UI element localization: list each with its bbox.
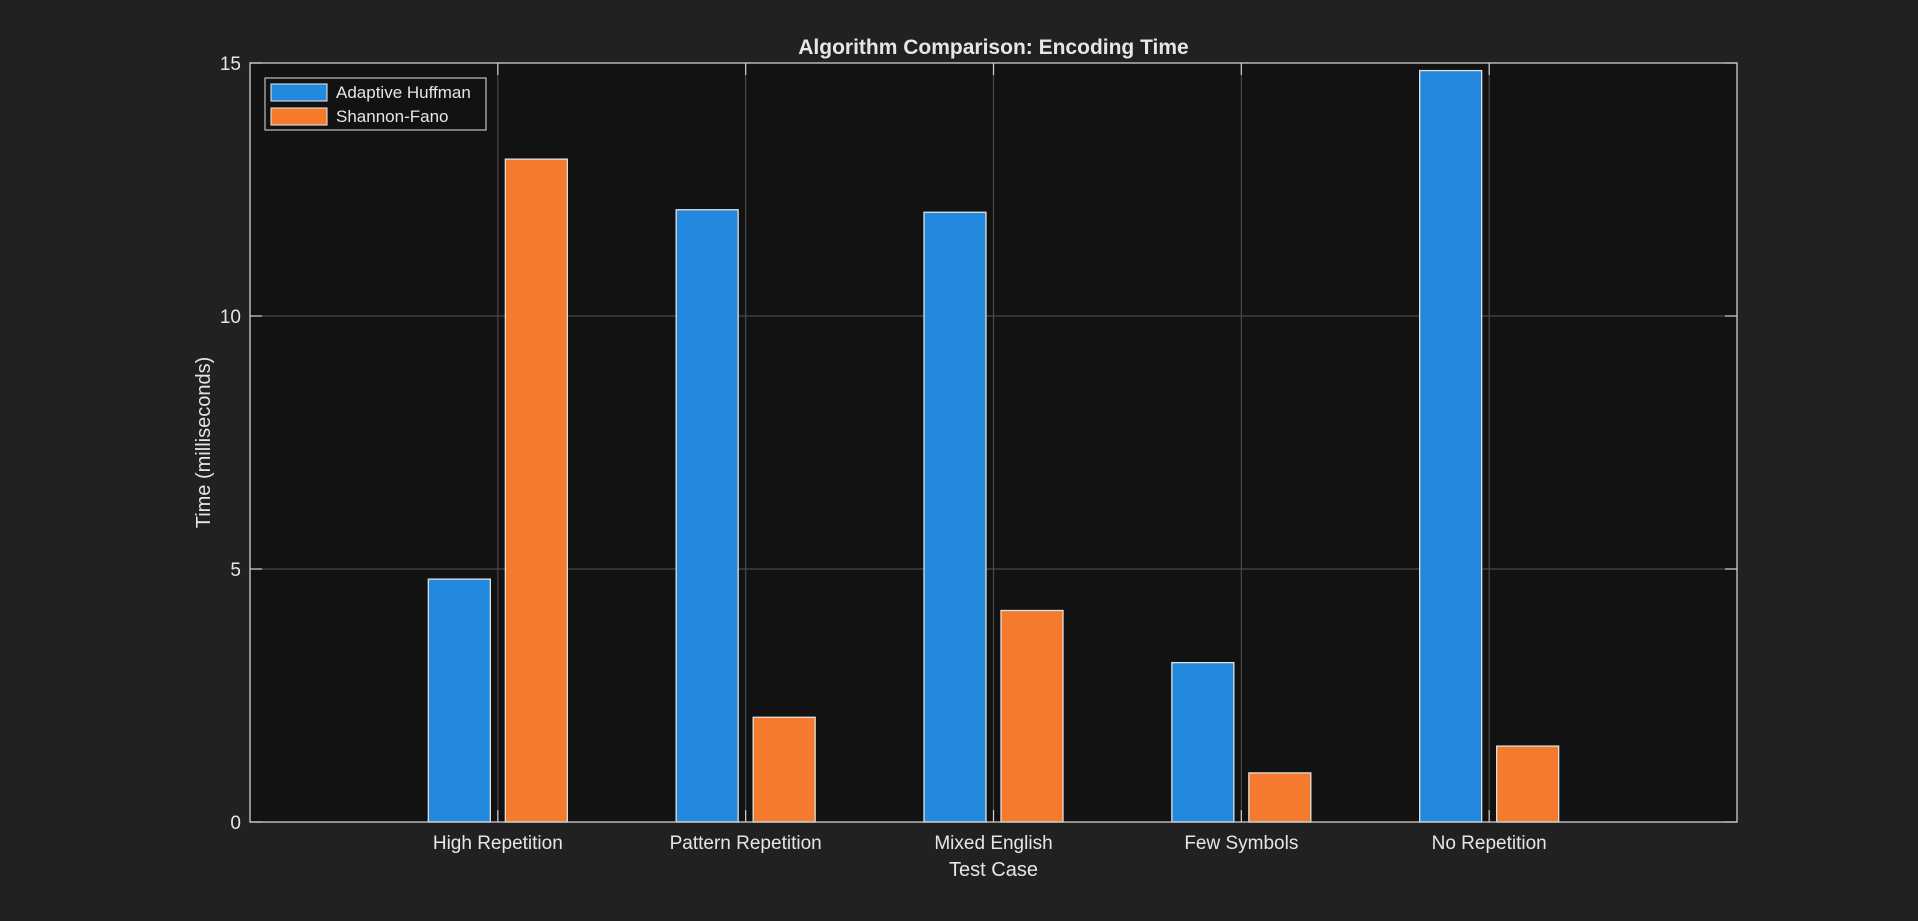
x-tick-label: Few Symbols	[1184, 833, 1298, 854]
x-tick-label: Pattern Repetition	[670, 833, 822, 854]
bars	[427, 69, 1560, 823]
x-tick-label: Mixed English	[934, 833, 1052, 854]
x-tick-label: No Repetition	[1432, 833, 1547, 854]
bar-shannon-fano	[1248, 772, 1312, 823]
bar-shannon-fano	[1496, 745, 1560, 823]
ticks: 0 5 10 15 High Repetition Pattern Repetition M…	[220, 54, 1737, 854]
y-tick-label: 0	[230, 813, 241, 834]
legend-swatch	[270, 83, 328, 102]
bar-adaptive-huffman	[675, 209, 739, 823]
bar-adaptive-huffman	[427, 578, 491, 823]
legend: Adaptive Huffman Shannon-Fano	[264, 77, 487, 131]
y-tick-label: 5	[230, 560, 241, 581]
bar-adaptive-huffman	[1419, 69, 1483, 823]
x-tick-label: High Repetition	[433, 833, 563, 854]
y-tick-label: 15	[220, 54, 241, 75]
bar-shannon-fano	[1000, 609, 1064, 823]
bar-adaptive-huffman	[923, 211, 987, 823]
grid-lines	[250, 63, 1737, 822]
bar-shannon-fano	[752, 716, 816, 823]
x-axis-label: Test Case	[949, 859, 1038, 881]
legend-entry-label: Adaptive Huffman	[336, 83, 471, 102]
bar-adaptive-huffman	[1171, 661, 1235, 823]
y-axis-label: Time (milliseconds)	[193, 357, 215, 529]
legend-entry-label: Shannon-Fano	[336, 107, 448, 126]
bar-shannon-fano	[504, 158, 568, 823]
y-tick-label: 10	[220, 307, 241, 328]
chart-title: Algorithm Comparison: Encoding Time	[798, 36, 1188, 59]
legend-swatch	[270, 107, 328, 126]
